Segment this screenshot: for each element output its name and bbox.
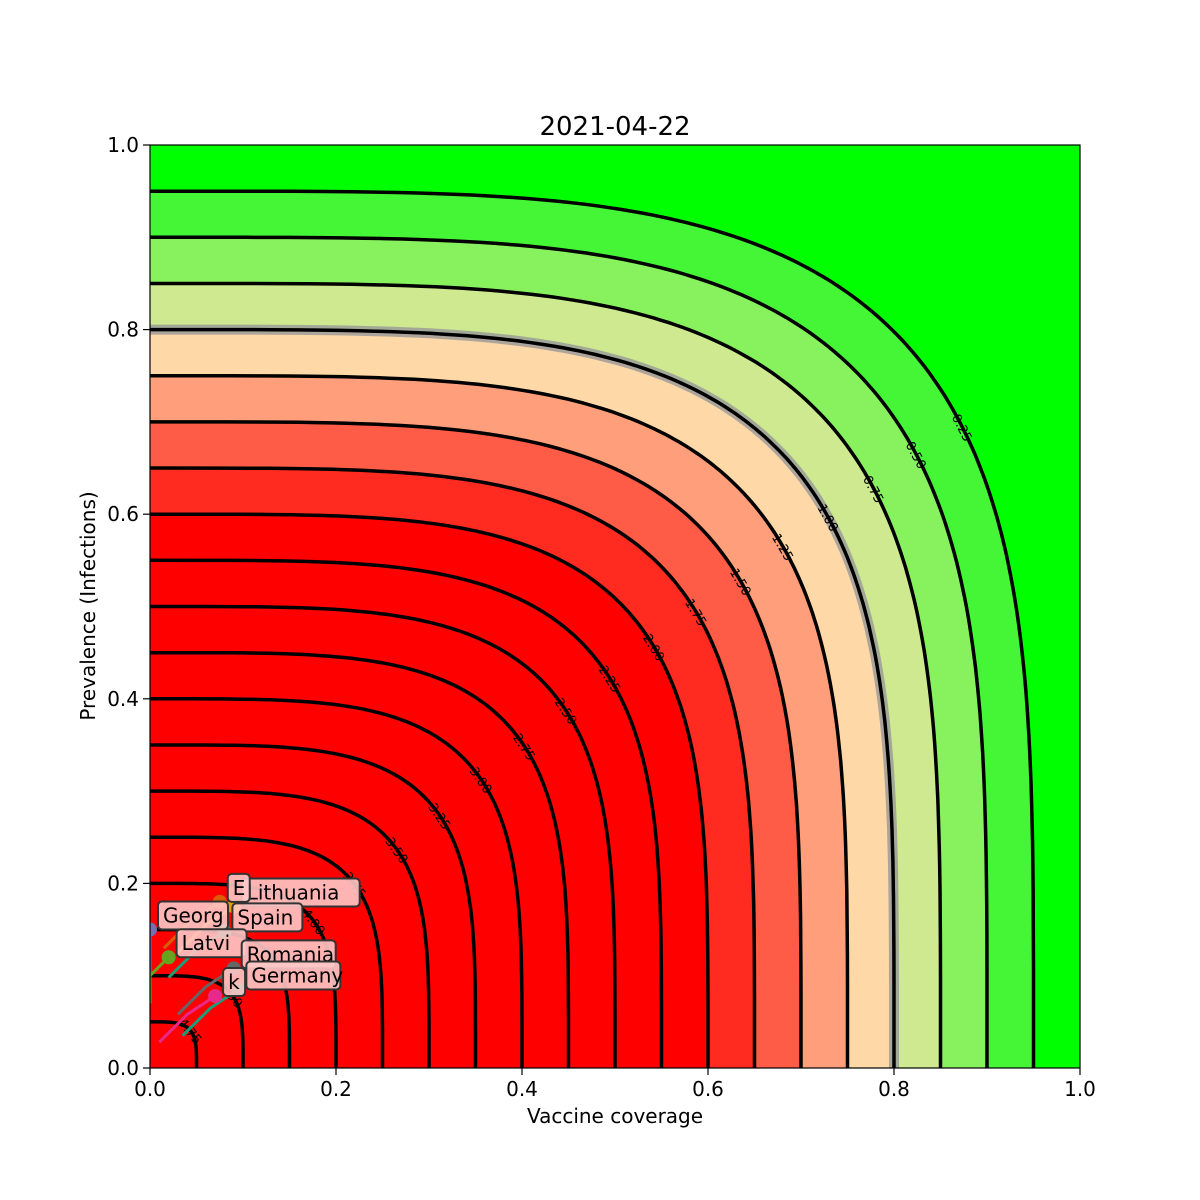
contour-line bbox=[150, 789, 431, 1068]
y-axis: 0.0 0.2 0.4 0.6 0.8 1.0 bbox=[107, 133, 150, 1080]
country-label: k bbox=[228, 970, 240, 994]
plot-area: 0.250.500.751.001.251.501.752.002.252.50… bbox=[150, 145, 1080, 1068]
country-label-box bbox=[245, 960, 342, 991]
x-tick-label: 1.0 bbox=[1064, 1077, 1096, 1101]
x-tick-label: 0.2 bbox=[320, 1077, 352, 1101]
x-tick-label: 0.0 bbox=[134, 1077, 166, 1101]
country-point bbox=[208, 989, 223, 1004]
contour-lines bbox=[150, 189, 1036, 1068]
x-axis: 0.0 0.2 0.4 0.6 0.8 1.0 bbox=[134, 1068, 1096, 1101]
contour-line bbox=[150, 281, 943, 1068]
contour-line bbox=[150, 189, 1036, 1068]
country-label: Latvi bbox=[182, 931, 231, 955]
x-tick-label: 0.4 bbox=[506, 1077, 538, 1101]
country-trail bbox=[158, 994, 216, 1044]
contour-line bbox=[150, 374, 850, 1068]
country-label-box bbox=[222, 967, 247, 998]
contour-line bbox=[150, 835, 385, 1068]
contour-line bbox=[150, 604, 617, 1068]
x-tick-label: 0.8 bbox=[878, 1077, 910, 1101]
country-trail bbox=[150, 956, 170, 1004]
y-tick-label: 0.6 bbox=[107, 502, 139, 526]
contour-line bbox=[150, 512, 710, 1068]
y-axis-label: Prevalence (Infections) bbox=[76, 491, 100, 720]
contour-line bbox=[150, 743, 478, 1068]
y-tick-label: 0.2 bbox=[107, 871, 139, 895]
contour-line bbox=[150, 558, 664, 1068]
contour-line bbox=[150, 466, 757, 1068]
country-label: Lithuania bbox=[247, 880, 340, 904]
country-point bbox=[150, 922, 157, 937]
country-point bbox=[161, 950, 176, 965]
country-label-box bbox=[226, 872, 251, 903]
y-tick-label: 0.0 bbox=[107, 1056, 139, 1080]
country-label-box bbox=[231, 902, 304, 933]
plot-frame bbox=[149, 144, 1081, 1069]
contour-line bbox=[150, 327, 896, 1068]
x-axis-label: Vaccine coverage bbox=[527, 1104, 703, 1128]
y-tick-label: 0.8 bbox=[107, 318, 139, 342]
chart-title: 2021-04-22 bbox=[539, 112, 690, 142]
country-label: E bbox=[233, 876, 246, 900]
y-tick-label: 1.0 bbox=[107, 133, 139, 157]
y-tick-label: 0.4 bbox=[107, 687, 139, 711]
contour-line bbox=[150, 697, 524, 1068]
country-label: Georg bbox=[163, 904, 224, 928]
country-label: Spain bbox=[237, 905, 293, 929]
x-tick-label: 0.6 bbox=[692, 1077, 724, 1101]
contour-line bbox=[150, 420, 803, 1068]
contour-line bbox=[150, 235, 989, 1068]
contour-line bbox=[150, 650, 571, 1068]
country-label: Germany bbox=[251, 964, 343, 988]
